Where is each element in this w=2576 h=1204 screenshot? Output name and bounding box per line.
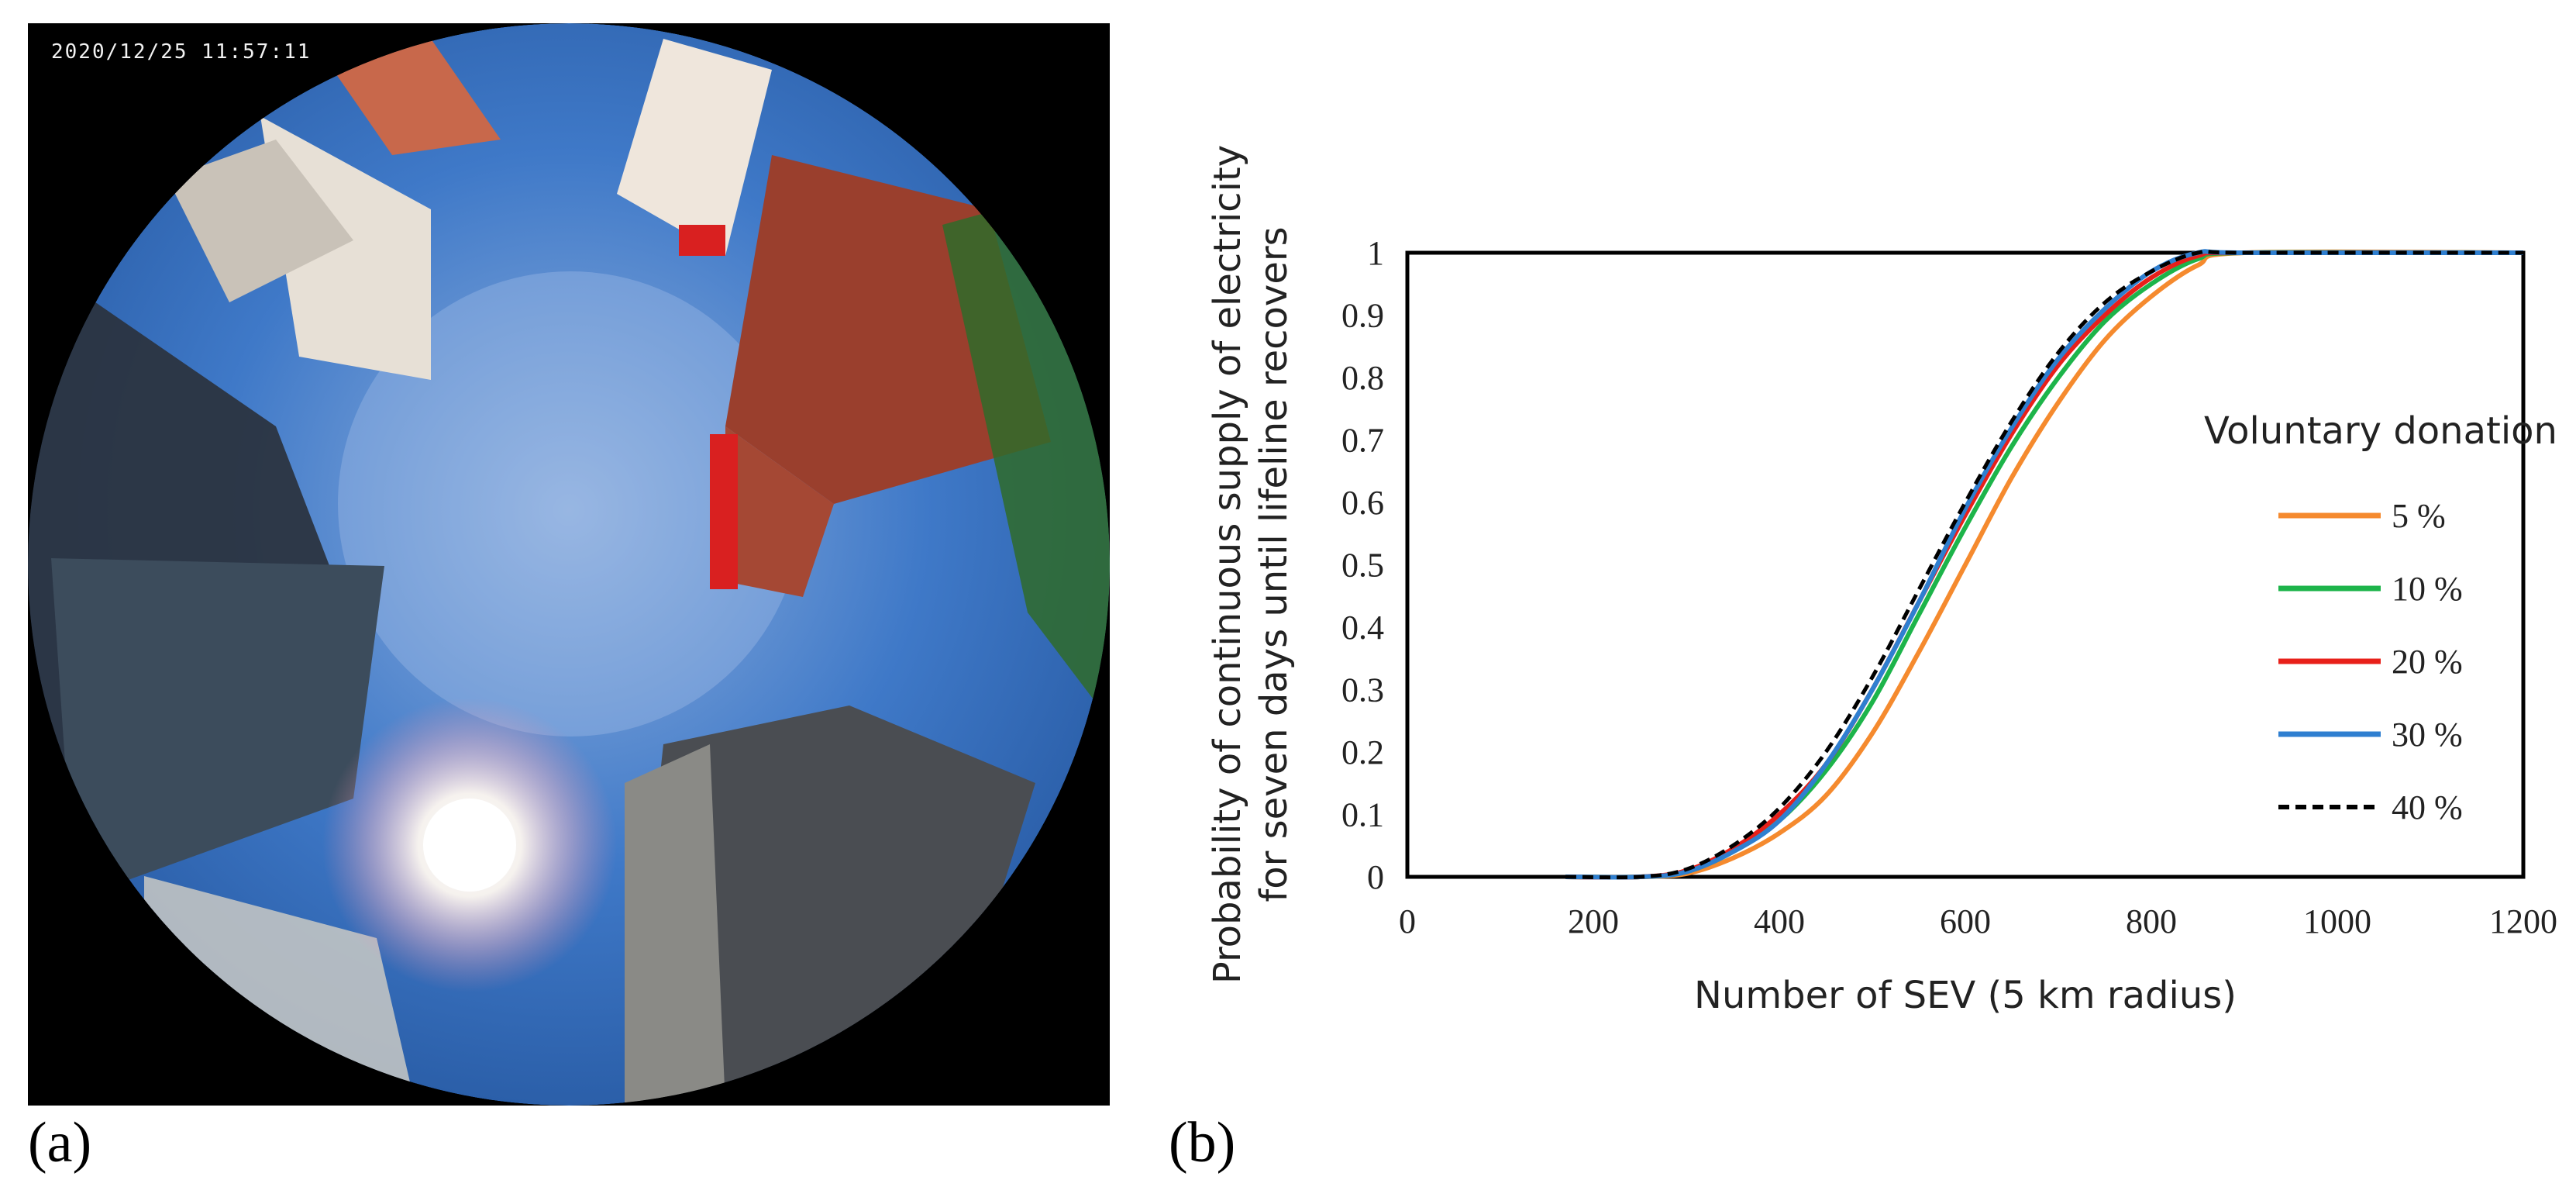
panel-label-a: (a): [28, 1111, 92, 1175]
legend-label: 10 %: [2392, 570, 2463, 608]
fisheye-photo: 2020/12/25 11:57:11: [28, 23, 1110, 1106]
y-axis-title-line-2: for seven days until lifeline recovers: [1252, 226, 1296, 902]
y-tick-label: 0.5: [1341, 547, 1384, 585]
x-tick-label: 200: [1568, 902, 1619, 940]
y-tick-label: 0.7: [1341, 422, 1384, 460]
y-tick-label: 1: [1367, 234, 1384, 272]
series-line-10pct: [1565, 250, 2524, 880]
legend-label: 40 %: [2392, 788, 2463, 826]
series-line-5pct: [1565, 249, 2524, 880]
chart-svg: 0 200 400 600 800 1000 1200 0 0.1 0.2 0.3 0.4 0.5 0.…: [1206, 145, 2557, 1017]
y-tick-label: 0.4: [1341, 609, 1384, 647]
x-tick-label: 1000: [2303, 902, 2371, 940]
x-tick-label: 0: [1399, 902, 1416, 940]
plot-frame: [1405, 250, 2526, 879]
fisheye-sky-image: [28, 23, 1110, 1106]
y-tick-label: 0.9: [1341, 297, 1384, 335]
series-line-30pct: [1565, 249, 2523, 880]
legend-label: 30 %: [2392, 716, 2463, 754]
x-tick-labels: 0 200 400 600 800 1000 1200: [1399, 902, 2557, 940]
x-tick-label: 600: [1940, 902, 1991, 940]
y-tick-label: 0: [1367, 858, 1384, 896]
legend-title: Voluntary donation: [2204, 409, 2557, 453]
series-line-40pct: [1565, 249, 2523, 880]
series-lines: [1565, 249, 2524, 880]
legend: 5 % 10 % 20 % 30 % 40 %: [2278, 497, 2463, 826]
legend-label: 5 %: [2392, 497, 2446, 535]
probability-chart: 0 200 400 600 800 1000 1200 0 0.1 0.2 0.3 0.4 0.5 0.…: [1162, 0, 2576, 1101]
panel-label-b: (b): [1169, 1111, 1236, 1175]
x-axis-title: Number of SEV (5 km radius): [1694, 974, 2237, 1017]
series-line-20pct: [1565, 250, 2524, 880]
y-tick-label: 0.6: [1341, 484, 1384, 522]
y-tick-label: 0.3: [1341, 671, 1384, 709]
x-tick-label: 400: [1754, 902, 1805, 940]
y-tick-labels: 0 0.1 0.2 0.3 0.4 0.5 0.6 0.7 0.8 0.9 1: [1341, 234, 1384, 896]
x-tick-label: 800: [2126, 902, 2177, 940]
x-tick-label: 1200: [2489, 902, 2557, 940]
y-tick-label: 0.2: [1341, 733, 1384, 771]
y-tick-label: 0.8: [1341, 359, 1384, 397]
photo-timestamp: 2020/12/25 11:57:11: [51, 40, 312, 64]
legend-label: 20 %: [2392, 643, 2463, 681]
y-tick-label: 0.1: [1341, 796, 1384, 834]
y-axis-title-line-1: Probability of continuous supply of elec…: [1206, 145, 1249, 984]
